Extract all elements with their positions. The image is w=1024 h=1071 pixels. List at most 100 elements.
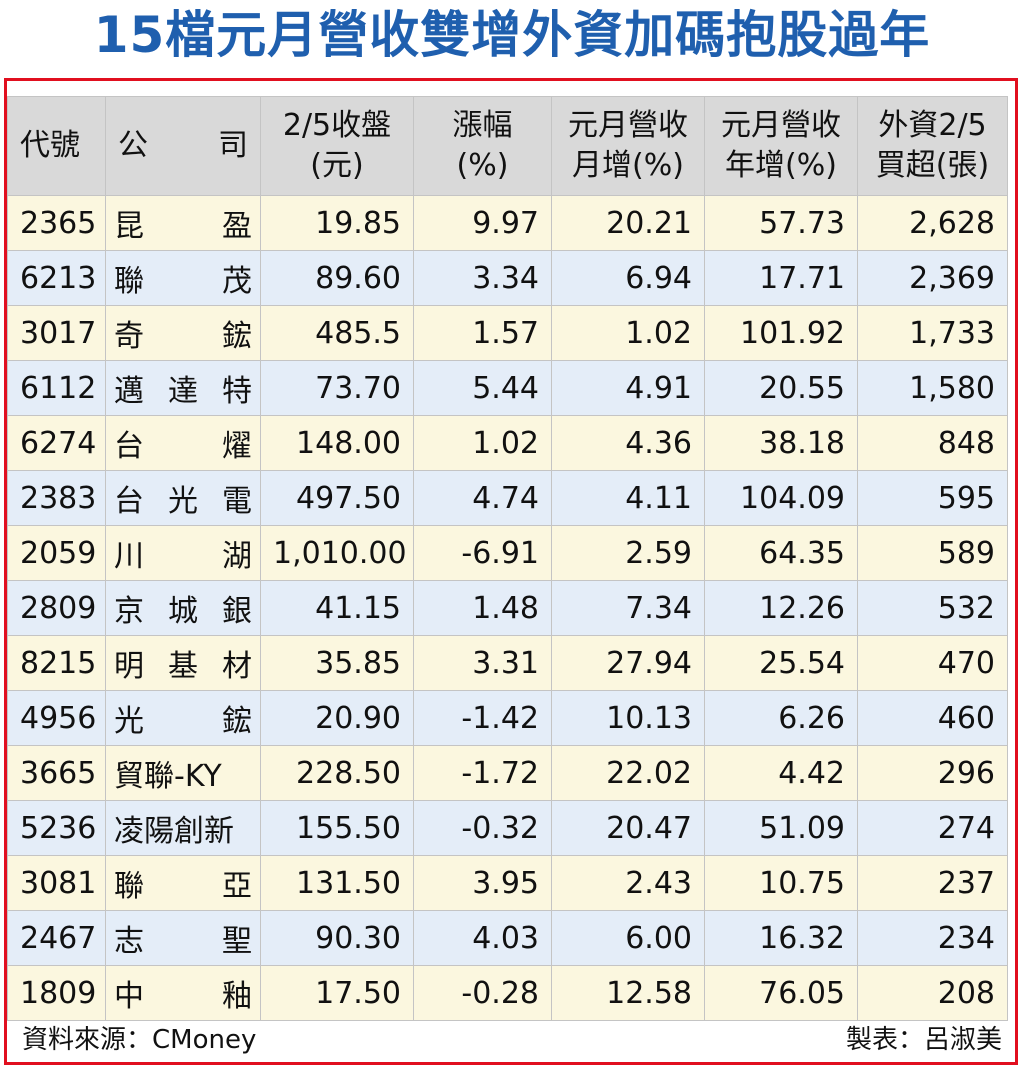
- company-name: 聯茂: [114, 256, 252, 300]
- table-row: 1809 中釉 17.50 -0.28 12.58 76.05 208: [7, 965, 1008, 1021]
- cell-code: 6112: [7, 360, 106, 416]
- company-name-part: 特: [222, 374, 252, 409]
- cell-yoy: 12.26: [704, 580, 858, 636]
- cell-close: 1,010.00: [260, 525, 414, 581]
- company-name-part: 燿: [222, 429, 252, 464]
- company-name-part: 中: [114, 979, 144, 1014]
- header-close: 2/5收盤 (元): [260, 96, 414, 196]
- cell-foreign: 460: [857, 690, 1008, 746]
- cell-foreign: 470: [857, 635, 1008, 691]
- cell-change: 4.74: [413, 470, 552, 526]
- table-row: 8215 明基材 35.85 3.31 27.94 25.54 470: [7, 635, 1008, 691]
- cell-mom: 10.13: [551, 690, 705, 746]
- cell-change: -1.72: [413, 745, 552, 801]
- cell-company: 邁達特: [105, 360, 261, 416]
- cell-mom: 4.11: [551, 470, 705, 526]
- cell-foreign: 296: [857, 745, 1008, 801]
- cell-yoy: 16.32: [704, 910, 858, 966]
- company-name-part: 光: [114, 704, 144, 739]
- table-row: 2383 台光電 497.50 4.74 4.11 104.09 595: [7, 470, 1008, 526]
- cell-mom: 7.34: [551, 580, 705, 636]
- company-name-part: 盈: [222, 209, 252, 244]
- cell-mom: 2.59: [551, 525, 705, 581]
- table-header-row: 代號 公 司 2/5收盤 (元) 漲幅 (%) 元月營收 月增: [7, 96, 1008, 196]
- cell-foreign: 2,369: [857, 250, 1008, 306]
- cell-change: -1.42: [413, 690, 552, 746]
- cell-foreign: 237: [857, 855, 1008, 911]
- company-name: 台燿: [114, 421, 252, 465]
- data-table-container: 代號 公 司 2/5收盤 (元) 漲幅 (%) 元月營收 月增: [7, 96, 1008, 1021]
- cell-code: 5236: [7, 800, 106, 856]
- cell-close: 497.50: [260, 470, 414, 526]
- cell-company: 川湖: [105, 525, 261, 581]
- cell-code: 8215: [7, 635, 106, 691]
- company-name: 川湖: [114, 531, 252, 575]
- company-name: 奇鋐: [114, 311, 252, 355]
- cell-change: -0.28: [413, 965, 552, 1021]
- company-name: 昆盈: [114, 201, 252, 245]
- cell-company: 聯茂: [105, 250, 261, 306]
- cell-mom: 1.02: [551, 305, 705, 361]
- cell-mom: 2.43: [551, 855, 705, 911]
- cell-yoy: 101.92: [704, 305, 858, 361]
- company-name-part: 鋐: [222, 704, 252, 739]
- cell-company: 中釉: [105, 965, 261, 1021]
- company-name-part: 聯: [114, 869, 144, 904]
- cell-close: 228.50: [260, 745, 414, 801]
- company-name-part: 湖: [222, 539, 252, 574]
- company-name: 台光電: [114, 476, 252, 520]
- cell-yoy: 104.09: [704, 470, 858, 526]
- cell-foreign: 234: [857, 910, 1008, 966]
- cell-foreign: 848: [857, 415, 1008, 471]
- cell-foreign: 2,628: [857, 195, 1008, 251]
- page-title: 15檔元月營收雙增外資加碼抱股過年: [93, 6, 931, 64]
- cell-mom: 6.00: [551, 910, 705, 966]
- company-name-part: 亞: [222, 869, 252, 904]
- source-note: 資料來源：CMoney: [22, 1025, 257, 1055]
- cell-yoy: 51.09: [704, 800, 858, 856]
- company-name: 聯亞: [114, 861, 252, 905]
- header-yoy-line2: 年增(%): [725, 148, 837, 183]
- cell-company: 凌陽創新: [105, 800, 261, 856]
- cell-company: 京城銀: [105, 580, 261, 636]
- cell-foreign: 1,733: [857, 305, 1008, 361]
- table-row: 4956 光鋐 20.90 -1.42 10.13 6.26 460: [7, 690, 1008, 746]
- cell-company: 台燿: [105, 415, 261, 471]
- company-name: 京城銀: [114, 586, 252, 630]
- company-name-part: 台: [114, 484, 144, 519]
- cell-change: 3.95: [413, 855, 552, 911]
- cell-mom: 4.36: [551, 415, 705, 471]
- cell-company: 聯亞: [105, 855, 261, 911]
- header-code: 代號: [7, 96, 106, 196]
- company-name-part: 聯: [114, 264, 144, 299]
- cell-close: 17.50: [260, 965, 414, 1021]
- cell-change: 1.48: [413, 580, 552, 636]
- company-name-part: 城: [168, 594, 198, 629]
- company-name-part: 貿聯-KY: [114, 759, 222, 794]
- company-name-part: 光: [168, 484, 198, 519]
- cell-mom: 6.94: [551, 250, 705, 306]
- company-name-part: 聖: [222, 924, 252, 959]
- company-name-part: 明: [114, 649, 144, 684]
- company-name-part: 台: [114, 429, 144, 464]
- cell-code: 3081: [7, 855, 106, 911]
- cell-mom: 4.91: [551, 360, 705, 416]
- cell-company: 明基材: [105, 635, 261, 691]
- table-frame: [4, 78, 1018, 1065]
- header-foreign-line2: 買超(張): [875, 148, 990, 183]
- cell-mom: 12.58: [551, 965, 705, 1021]
- header-mom: 元月營收 月增(%): [551, 96, 705, 196]
- cell-change: 1.57: [413, 305, 552, 361]
- header-company-a: 公: [118, 128, 148, 163]
- company-name: 邁達特: [114, 366, 252, 410]
- cell-company: 貿聯-KY: [105, 745, 261, 801]
- cell-close: 131.50: [260, 855, 414, 911]
- company-name-part: 釉: [222, 979, 252, 1014]
- cell-close: 89.60: [260, 250, 414, 306]
- cell-mom: 22.02: [551, 745, 705, 801]
- header-close-line2: (元): [310, 148, 364, 183]
- table-row: 5236 凌陽創新 155.50 -0.32 20.47 51.09 274: [7, 800, 1008, 856]
- cell-code: 3665: [7, 745, 106, 801]
- cell-close: 155.50: [260, 800, 414, 856]
- header-change: 漲幅 (%): [413, 96, 552, 196]
